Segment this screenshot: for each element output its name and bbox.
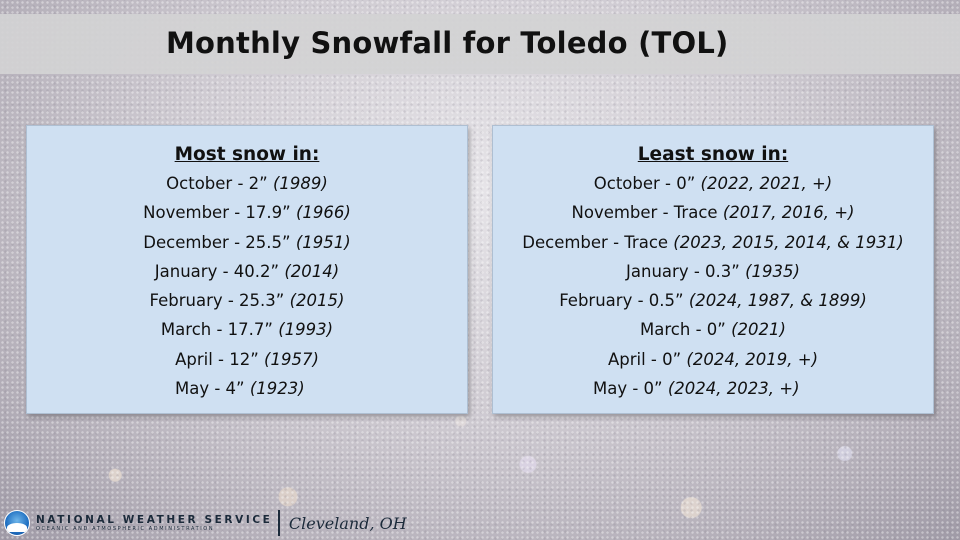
list-item: March - 17.7” (1993): [160, 320, 334, 340]
org-subtitle: OCEANIC AND ATMOSPHERIC ADMINISTRATION: [36, 525, 215, 532]
footer-branding: NATIONAL WEATHER SERVICE OCEANIC AND ATM…: [4, 509, 407, 537]
list-item: October - 2” (1989): [166, 174, 328, 193]
org-name: NATIONAL WEATHER SERVICE: [36, 513, 273, 526]
least-snow-list: October - 0” (2022, 2021, +) November - …: [493, 169, 933, 403]
list-item: October - 0” (2022, 2021, +): [593, 174, 833, 193]
list-item: January - 0.3” (1935): [626, 261, 800, 281]
list-item: November - 17.9” (1966): [143, 203, 351, 223]
noaa-logo-icon: [4, 510, 30, 536]
list-item: December - Trace (2023, 2015, 2014, & 19…: [522, 232, 904, 252]
list-item: May - 0” (2024, 2023, +): [593, 379, 800, 399]
list-item: February - 25.3” (2015): [149, 291, 345, 311]
title-bar: Monthly Snowfall for Toledo (TOL): [0, 14, 960, 74]
list-item: February - 0.5” (2024, 1987, & 1899): [559, 291, 867, 311]
list-item: November - Trace (2017, 2016, +): [571, 203, 855, 223]
page-title: Monthly Snowfall for Toledo (TOL): [166, 26, 729, 60]
footer-divider: [278, 510, 280, 536]
list-item: December - 25.5” (1951): [143, 232, 351, 252]
most-snow-heading: Most snow in:: [174, 144, 320, 165]
least-snow-panel: Least snow in: October - 0” (2022, 2021,…: [492, 125, 934, 414]
office-name: Cleveland, OH: [288, 513, 407, 533]
most-snow-panel: Most snow in: October - 2” (1989) Novemb…: [26, 125, 468, 414]
list-item: January - 40.2” (2014): [154, 261, 340, 281]
nws-wordmark: NATIONAL WEATHER SERVICE OCEANIC AND ATM…: [36, 514, 272, 533]
least-snow-heading: Least snow in:: [637, 144, 789, 165]
list-item: April - 12” (1957): [175, 349, 319, 369]
list-item: May - 4” (1923): [175, 379, 305, 399]
most-snow-list: October - 2” (1989) November - 17.9” (19…: [27, 169, 467, 403]
list-item: April - 0” (2024, 2019, +): [607, 349, 819, 369]
list-item: March - 0” (2021): [640, 320, 786, 340]
